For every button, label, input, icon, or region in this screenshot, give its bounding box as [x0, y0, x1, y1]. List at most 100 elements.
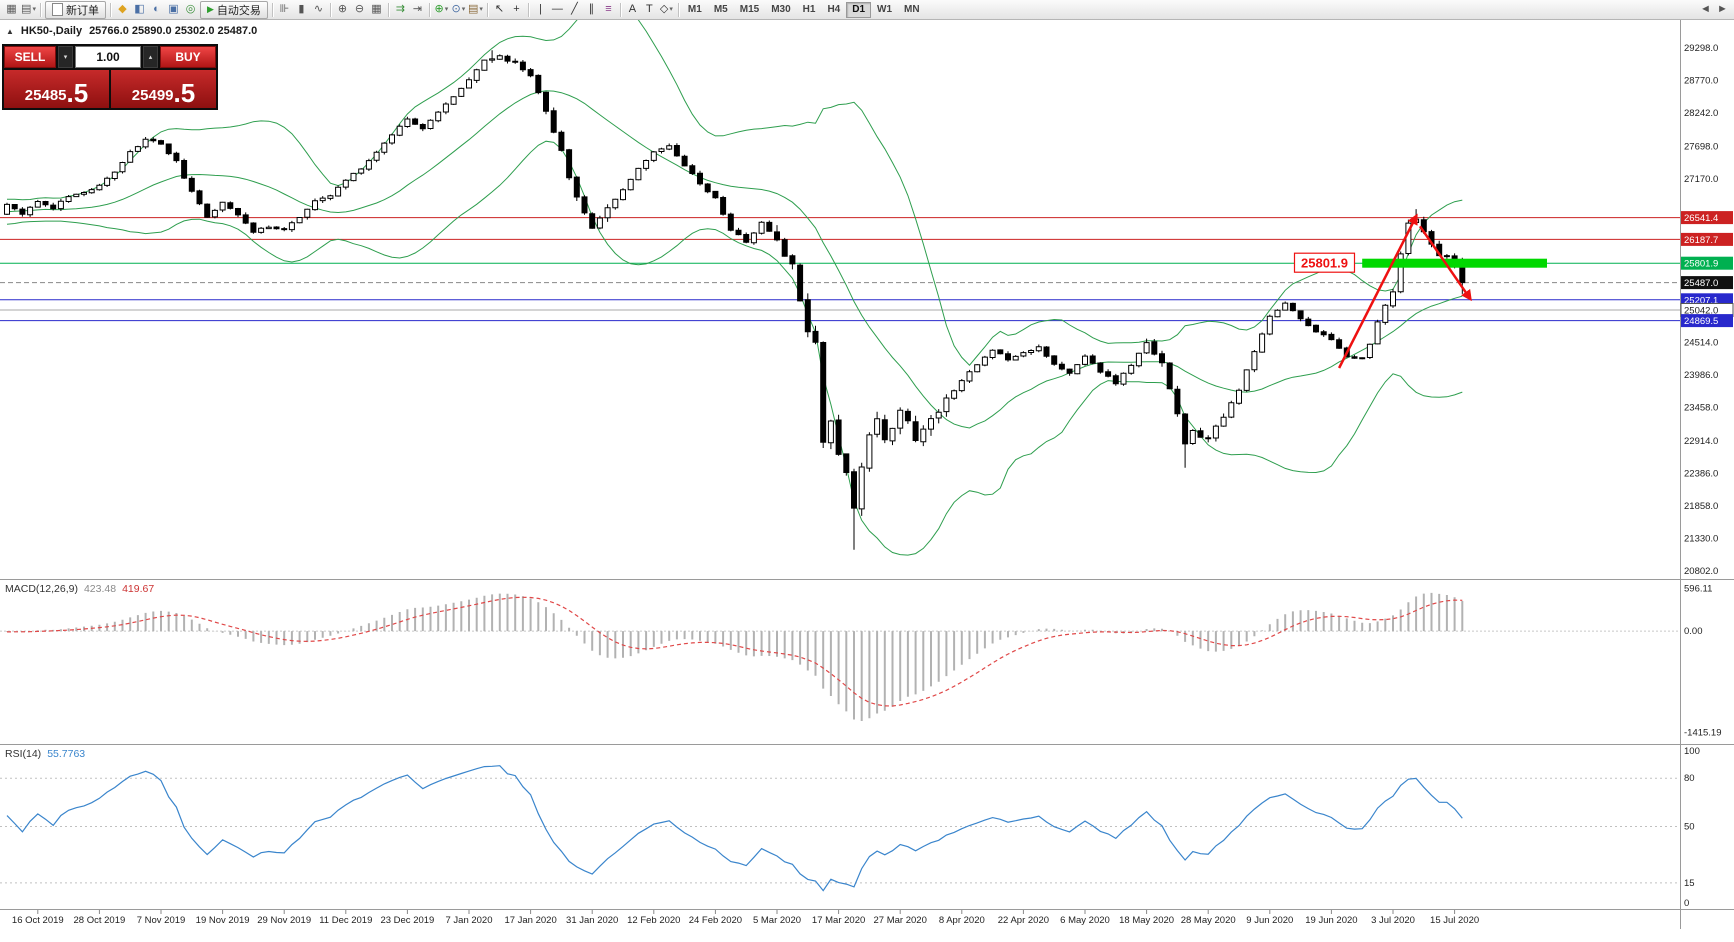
macd-signal-line	[6, 596, 1463, 707]
price-axis-tick-label: 27698.0	[1684, 141, 1718, 152]
trend-arrow-up[interactable]	[1337, 213, 1418, 369]
toolbar-separator	[271, 2, 273, 17]
autotrading-button-label: 自动交易	[216, 4, 261, 17]
trend-arrow-down[interactable]	[1418, 225, 1472, 302]
rsi-value: 55.7763	[47, 748, 86, 760]
timeframe-w1-button[interactable]: W1	[871, 2, 898, 18]
timeframe-m15-button[interactable]: M15	[734, 2, 765, 18]
sell-button[interactable]: SELL	[4, 46, 56, 68]
toolbar: ▦ ▤ ▾ 新订单 ◆ ◧ ◐ ▣ ◎ ▶ 自动交易 ⊪ ▮ ∿ ⊕ ⊖ ▦ ⇉ ⇥ ⊕ ▾ ⊙ ▾ ▤ ▾ ↖ + | — ╱ ∥ ≡ A T ◇…	[0, 0, 1734, 20]
bar-chart-icon[interactable]: ⊪	[279, 3, 290, 15]
price-axis-tick-label: 22386.0	[1684, 469, 1718, 480]
metaquotes-community-icon[interactable]: ◆	[118, 3, 127, 15]
date-label: 3 Jul 2020	[1371, 915, 1415, 926]
volume-up-button[interactable]: ▴	[143, 46, 158, 68]
line-chart-icon[interactable]: ∿	[313, 3, 324, 15]
toolbar-separator	[40, 2, 41, 17]
price-axis-tick-label: 28770.0	[1684, 75, 1718, 86]
support-zone-highlight[interactable]	[1362, 258, 1547, 268]
timeframe-d1-button[interactable]: D1	[846, 1, 872, 18]
price-axis-tick-label: 23986.0	[1684, 370, 1718, 381]
price-axis-tick-label: 22914.0	[1684, 436, 1718, 447]
buy-button[interactable]: BUY	[160, 46, 216, 68]
market-watch-icon[interactable]: ◧	[134, 3, 145, 15]
sell-price-display[interactable]: 25485.5	[4, 70, 109, 108]
rsi-axis-label: 15	[1684, 878, 1695, 889]
candles	[4, 50, 1466, 550]
date-label: 28 Oct 2019	[74, 915, 126, 926]
price-axis-tick-label: 23458.0	[1684, 403, 1718, 414]
svg-text:25801.9: 25801.9	[1684, 259, 1718, 270]
chart-profiles-icon[interactable]: ▤ ▾	[20, 1, 37, 18]
fibonacci-retracement-icon[interactable]: ≡	[605, 3, 612, 15]
tile-windows-icon[interactable]: ▦	[371, 3, 382, 15]
macd-indicator-label: MACD(12,26,9) 423.48 419.67	[5, 583, 154, 595]
timeframe-mn-button[interactable]: MN	[898, 2, 926, 18]
volume-input[interactable]	[75, 46, 141, 68]
templates-icon[interactable]: ▤ ▾	[467, 1, 484, 18]
chart-shift-icon[interactable]: ⇥	[412, 3, 423, 15]
spin-up-icon: ▴	[148, 54, 153, 61]
trade-panel-prices: 25485.5 25499.5	[4, 70, 216, 108]
bear-candle-bodies	[11, 55, 1466, 509]
timeframe-m30-button[interactable]: M30	[765, 2, 796, 18]
periods-icon[interactable]: ⊙ ▾	[450, 1, 467, 18]
auto-scroll-icon[interactable]: ⇉	[395, 3, 406, 15]
vertical-line-icon[interactable]: |	[538, 3, 542, 15]
volume-down-button[interactable]: ▾	[58, 46, 73, 68]
price-axis-tick-label: 27170.0	[1684, 174, 1718, 185]
macd-pane	[0, 592, 1680, 721]
macd-histogram	[6, 592, 1464, 721]
trendline-icon[interactable]: ╱	[571, 3, 578, 15]
price-annotation-box	[1293, 252, 1356, 273]
chart-profiles-icon-caret[interactable]: ▾	[32, 6, 36, 13]
text-icon[interactable]: A	[628, 3, 637, 15]
autotrading-button[interactable]: ▶ 自动交易	[200, 0, 268, 19]
rsi-axis-label: 80	[1684, 773, 1695, 784]
horizontal-line-icon[interactable]: —	[551, 3, 563, 15]
equidistant-channel-icon[interactable]: ∥	[588, 3, 595, 15]
svg-text:25207.1: 25207.1	[1684, 295, 1718, 306]
price-axis[interactable]: 29298.0 28770.0 28242.0 27698.0 27170.0 24514…	[1684, 43, 1718, 577]
data-window-icon[interactable]: ◐	[153, 3, 160, 15]
zoom-in-icon[interactable]: ⊕	[337, 3, 348, 15]
horizontal-lines	[0, 217, 1680, 322]
buy-price-display[interactable]: 25499.5	[111, 70, 216, 108]
indicators-icon[interactable]: ⊕ ▾	[433, 1, 450, 18]
rsi-axis[interactable]: 100 80 50 15 0	[1684, 746, 1700, 909]
cursor-icon[interactable]: ↖	[494, 3, 505, 15]
text-label-icon[interactable]: T	[646, 3, 653, 15]
scroll-back-icon[interactable]: ◄	[1700, 3, 1711, 15]
rsi-indicator-label: RSI(14) 55.7763	[5, 748, 85, 760]
shapes-icon-caret[interactable]: ▾	[669, 6, 673, 13]
date-label: 12 Feb 2020	[627, 915, 680, 926]
macd-value-main: 423.48	[83, 583, 117, 595]
svg-text:25487.0: 25487.0	[1684, 278, 1718, 289]
templates-icon-caret[interactable]: ▾	[479, 6, 483, 13]
crosshair-icon[interactable]: +	[513, 3, 520, 15]
zoom-out-icon[interactable]: ⊖	[354, 3, 365, 15]
bollinger-middle-band	[6, 90, 1463, 429]
timeframe-h4-button[interactable]: H4	[821, 2, 846, 18]
bollinger-lower-band	[6, 140, 1463, 556]
timeframe-h1-button[interactable]: H1	[797, 2, 822, 18]
timeframe-m1-button[interactable]: M1	[682, 2, 708, 18]
price-axis-tick-label: 21858.0	[1684, 501, 1718, 512]
candlestick-chart-icon[interactable]: ▮	[298, 3, 305, 15]
navigator-icon[interactable]: ▣	[168, 3, 179, 15]
strategy-tester-icon[interactable]: ◎	[185, 3, 196, 15]
shapes-icon[interactable]: ◇ ▾	[658, 1, 675, 18]
svg-text:26187.7: 26187.7	[1684, 235, 1718, 246]
timeframe-m5-button[interactable]: M5	[708, 2, 734, 18]
new-chart-icon[interactable]: ▦	[6, 3, 17, 15]
price-annotation[interactable]: 25801.9	[1293, 252, 1356, 273]
periods-icon-caret[interactable]: ▾	[461, 6, 466, 13]
macd-axis[interactable]: 596.11 0.00 -1415.19	[1684, 583, 1722, 738]
toolbar-separator	[527, 2, 529, 17]
one-click-collapse-icon[interactable]: ▲	[6, 26, 14, 36]
new-order-button[interactable]: 新订单	[45, 0, 106, 19]
date-axis[interactable]: 16 Oct 2019 28 Oct 2019 7 Nov 2019 19 Nov 2…	[12, 910, 1479, 926]
scroll-forward-icon[interactable]: ►	[1717, 3, 1728, 15]
indicators-icon-caret[interactable]: ▾	[444, 6, 449, 13]
